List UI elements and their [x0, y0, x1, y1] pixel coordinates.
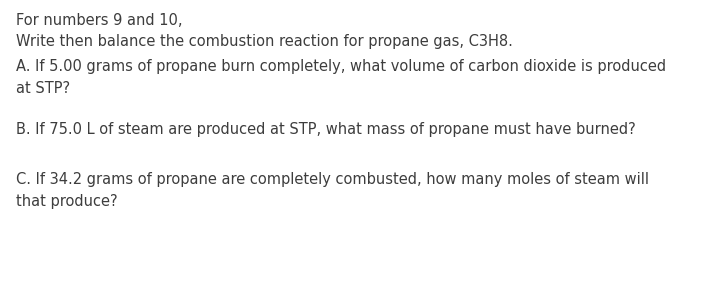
Text: Write then balance the combustion reaction for propane gas, C3H8.: Write then balance the combustion reacti… — [16, 34, 513, 49]
Text: B. If 75.0 L of steam are produced at STP, what mass of propane must have burned: B. If 75.0 L of steam are produced at ST… — [16, 122, 636, 137]
Text: A. If 5.00 grams of propane burn completely, what volume of carbon dioxide is pr: A. If 5.00 grams of propane burn complet… — [16, 59, 666, 74]
Text: For numbers 9 and 10,: For numbers 9 and 10, — [16, 13, 182, 28]
Text: that produce?: that produce? — [16, 194, 117, 209]
Text: C. If 34.2 grams of propane are completely combusted, how many moles of steam wi: C. If 34.2 grams of propane are complete… — [16, 172, 649, 187]
Text: at STP?: at STP? — [16, 81, 70, 96]
